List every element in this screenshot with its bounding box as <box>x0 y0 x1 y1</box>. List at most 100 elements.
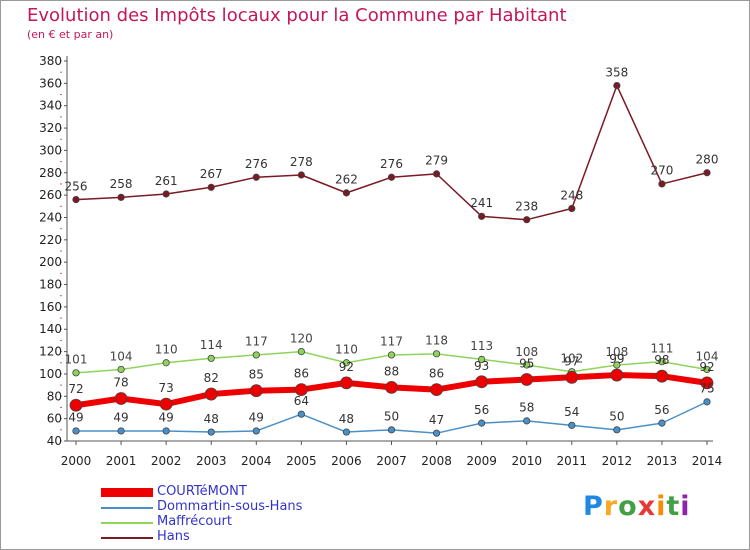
data-label-dommartin-sous-hans: 54 <box>564 405 579 419</box>
data-point-maffr-court <box>342 359 351 367</box>
data-label-dommartin-sous-hans: 56 <box>654 403 669 417</box>
data-point-hans <box>658 180 666 188</box>
data-point-court-mont <box>249 384 263 398</box>
series-line-hans <box>75 84 708 221</box>
y-tick-label: 140 <box>39 322 62 336</box>
data-point-hans <box>207 183 215 191</box>
data-point-maffr-court <box>252 351 260 359</box>
data-point-court-mont <box>69 398 83 412</box>
y-tick-label: 40 <box>47 434 62 448</box>
data-point-hans <box>162 190 170 198</box>
data-point-court-mont <box>340 376 353 390</box>
data-label-court-mont: 86 <box>294 367 309 381</box>
data-label-hans: 261 <box>155 174 178 188</box>
data-label-maffr-court: 110 <box>335 343 358 357</box>
data-label-court-mont: 85 <box>249 368 264 382</box>
x-tick-label: 2001 <box>106 454 137 468</box>
data-label-maffr-court: 110 <box>155 343 178 357</box>
legend-swatch <box>101 522 153 524</box>
data-label-hans: 276 <box>380 157 403 171</box>
x-tick-label: 2005 <box>286 454 317 468</box>
y-tick-label: 240 <box>39 210 62 224</box>
data-label-maffr-court: 118 <box>425 334 448 348</box>
data-label-court-mont: 73 <box>159 381 174 395</box>
data-point-court-mont <box>114 392 128 405</box>
legend-label: COURTéMONT <box>157 484 247 499</box>
x-tick-label: 2014 <box>692 454 723 468</box>
logo-letter: o <box>618 491 638 522</box>
data-point-dommartin-sous-hans <box>613 426 621 434</box>
logo-letter: i <box>680 491 691 522</box>
y-tick-label: 60 <box>47 412 62 426</box>
x-ticks: 2000 2001 2002 2003 2004 2005 2006 2007 2008 2009… <box>61 441 723 468</box>
data-point-hans <box>703 169 711 177</box>
data-label-hans: 279 <box>425 154 448 168</box>
data-point-dommartin-sous-hans <box>523 417 531 425</box>
data-point-dommartin-sous-hans <box>703 398 711 406</box>
data-label-maffr-court: 113 <box>470 339 493 353</box>
data-point-hans <box>613 81 621 90</box>
y-tick-label: 320 <box>39 121 62 135</box>
data-label-hans: 262 <box>335 173 358 187</box>
data-point-court-mont <box>565 370 579 384</box>
x-tick-label: 2008 <box>421 454 452 468</box>
data-label-dommartin-sous-hans: 49 <box>159 411 174 425</box>
data-label-hans: 267 <box>200 167 223 181</box>
data-point-court-mont <box>294 383 308 396</box>
logo-letter: t <box>666 491 681 522</box>
data-point-dommartin-sous-hans <box>162 427 170 435</box>
data-point-hans <box>297 171 305 179</box>
x-tick-label: 2002 <box>151 454 182 468</box>
data-label-dommartin-sous-hans: 49 <box>249 411 264 425</box>
data-point-court-mont <box>430 383 443 396</box>
data-point-hans <box>478 212 486 220</box>
data-label-dommartin-sous-hans: 50 <box>384 410 399 424</box>
data-point-dommartin-sous-hans <box>117 427 125 435</box>
axes <box>60 56 713 442</box>
data-label-maffr-court: 117 <box>380 335 403 349</box>
data-label-maffr-court: 101 <box>65 353 88 367</box>
data-label-court-mont: 78 <box>113 376 128 390</box>
legend-swatch <box>101 488 153 497</box>
data-point-maffr-court <box>72 369 80 377</box>
y-tick-label: 220 <box>39 233 62 247</box>
data-point-court-mont <box>520 373 534 386</box>
data-label-hans: 248 <box>560 188 583 202</box>
data-point-dommartin-sous-hans <box>252 427 260 435</box>
data-label-maffr-court: 104 <box>110 349 133 363</box>
data-point-maffr-court <box>478 355 486 364</box>
data-label-court-mont: 72 <box>68 382 83 396</box>
x-tick-label: 2000 <box>61 454 92 468</box>
data-label-court-mont: 88 <box>384 364 399 378</box>
data-point-maffr-court <box>387 351 396 359</box>
data-label-hans: 258 <box>110 177 133 191</box>
data-point-dommartin-sous-hans <box>72 427 80 435</box>
data-label-court-mont: 93 <box>474 359 489 373</box>
data-point-hans <box>432 170 441 178</box>
y-tick-label: 120 <box>39 345 62 359</box>
data-label-maffr-court: 111 <box>650 341 673 355</box>
data-point-maffr-court <box>162 359 170 367</box>
y-tick-label: 360 <box>39 76 62 90</box>
data-label-dommartin-sous-hans: 50 <box>609 410 624 424</box>
data-label-hans: 280 <box>696 153 719 167</box>
data-point-dommartin-sous-hans <box>297 410 305 418</box>
data-point-court-mont <box>204 387 218 401</box>
x-tick-label: 2010 <box>511 454 542 468</box>
y-tick-label: 380 <box>39 54 62 68</box>
data-label-maffr-court: 117 <box>245 335 268 349</box>
data-point-dommartin-sous-hans <box>432 429 441 437</box>
data-label-dommartin-sous-hans: 58 <box>519 401 534 415</box>
legend-label: Maffrécourt <box>157 514 232 529</box>
data-label-court-mont: 97 <box>564 354 579 368</box>
x-tick-label: 2011 <box>557 454 588 468</box>
x-tick-label: 2012 <box>602 454 633 468</box>
data-point-hans <box>252 173 260 181</box>
series-points <box>69 81 714 437</box>
x-tick-label: 2003 <box>196 454 227 468</box>
data-point-dommartin-sous-hans <box>478 419 486 427</box>
y-tick-label: 80 <box>47 389 62 403</box>
data-point-maffr-court <box>523 361 531 369</box>
logo-letter: i <box>656 491 667 522</box>
